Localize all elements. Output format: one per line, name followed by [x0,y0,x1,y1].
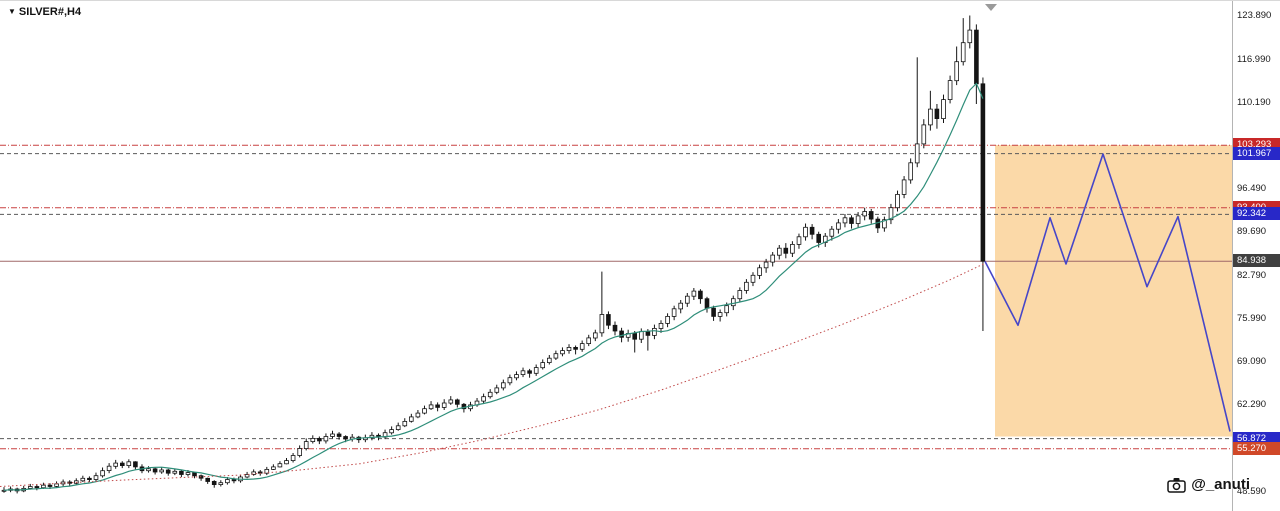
ma-slow-line [0,262,986,487]
scroll-indicator-icon[interactable] [985,4,997,11]
candles [1,15,986,494]
axis-tick: 123.890 [1237,9,1272,21]
projection-zone[interactable] [995,145,1232,437]
axis-tick: 75.990 [1237,312,1267,324]
price-level-label: 55.270 [1233,441,1280,455]
symbol-marker-icon: ▼ [8,7,16,16]
axis-tick: 96.490 [1237,183,1267,195]
axis-tick: 82.790 [1237,269,1267,281]
watermark: @_anuti [1167,476,1250,493]
projection-path[interactable] [984,153,1231,432]
axis-tick: 116.990 [1237,53,1271,65]
axis-tick: 69.090 [1237,356,1267,368]
axis-tick: 62.290 [1237,399,1267,411]
ma-fast-line [3,82,984,491]
watermark-handle: @_anuti [1191,476,1250,493]
axis-tick: 48.590 [1237,485,1267,497]
price-level-label: 101.967 [1233,146,1280,160]
axis-tick: 110.190 [1237,96,1271,108]
price-level-label: 56.872 [1233,431,1280,445]
price-axis[interactable]: 123.890 116.990 110.190 96.490 89.690 82.790 7… [1232,1,1280,511]
symbol-text: SILVER#,H4 [18,6,82,18]
camera-icon [1167,477,1186,493]
axis-tick: 89.690 [1237,226,1267,238]
price-level-label: 92.342 [1233,207,1280,221]
price-level-label: 84.938 [1233,254,1280,268]
symbol-label: ▼ SILVER#,H4 [8,6,81,18]
